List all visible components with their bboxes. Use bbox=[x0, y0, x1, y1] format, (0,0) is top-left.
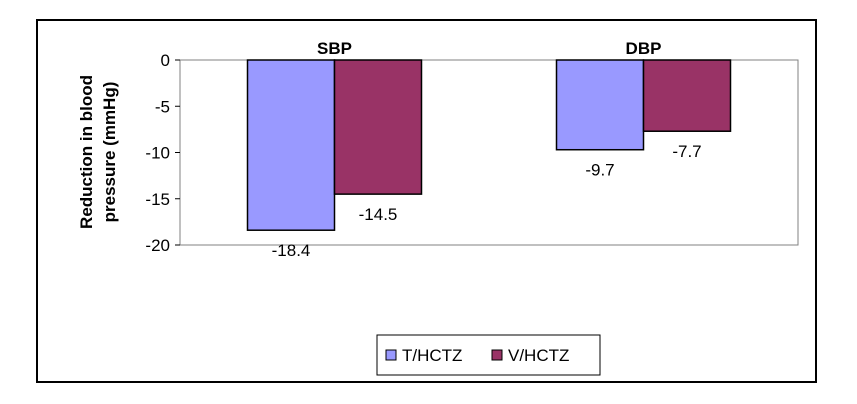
legend-swatch-v-hctz bbox=[491, 349, 503, 361]
bar-t-hctz-sbp bbox=[246, 59, 336, 231]
bar-v-hctz-sbp bbox=[333, 59, 423, 195]
y-axis-title: Reduction in blood pressure (mmHg) bbox=[77, 75, 119, 229]
category-label-sbp: SBP bbox=[317, 39, 352, 58]
legend-label-v-hctz: V/HCTZ bbox=[508, 346, 569, 365]
category-labels: SBP DBP bbox=[317, 39, 661, 58]
legend-box bbox=[376, 334, 601, 376]
data-label-t-hctz-sbp: -18.4 bbox=[272, 241, 311, 260]
bar-t-hctz-dbp bbox=[555, 59, 645, 151]
legend-swatch-t-hctz bbox=[385, 349, 397, 361]
y-tick-label-3: -15 bbox=[145, 190, 170, 209]
y-tick-label-1: -5 bbox=[155, 97, 170, 116]
y-tick-label-2: -10 bbox=[145, 144, 170, 163]
y-axis-ticks: 0 -5 -10 -15 -20 bbox=[145, 51, 180, 255]
bar-v-hctz-dbp bbox=[642, 59, 732, 132]
data-label-t-hctz-dbp: -9.7 bbox=[585, 161, 614, 180]
y-tick-label-0: 0 bbox=[161, 51, 170, 70]
legend-label-t-hctz: T/HCTZ bbox=[402, 346, 462, 365]
y-axis-title-line-2: pressure (mmHg) bbox=[100, 82, 119, 223]
bars bbox=[246, 59, 732, 231]
data-label-v-hctz-dbp: -7.7 bbox=[672, 142, 701, 161]
data-labels: -18.4 -14.5 -9.7 -7.7 bbox=[272, 142, 702, 260]
y-axis-title-line-1: Reduction in blood bbox=[77, 75, 96, 229]
legend: T/HCTZ V/HCTZ bbox=[376, 334, 601, 376]
category-label-dbp: DBP bbox=[626, 39, 662, 58]
data-label-v-hctz-sbp: -14.5 bbox=[359, 205, 398, 224]
y-tick-label-4: -20 bbox=[145, 236, 170, 255]
